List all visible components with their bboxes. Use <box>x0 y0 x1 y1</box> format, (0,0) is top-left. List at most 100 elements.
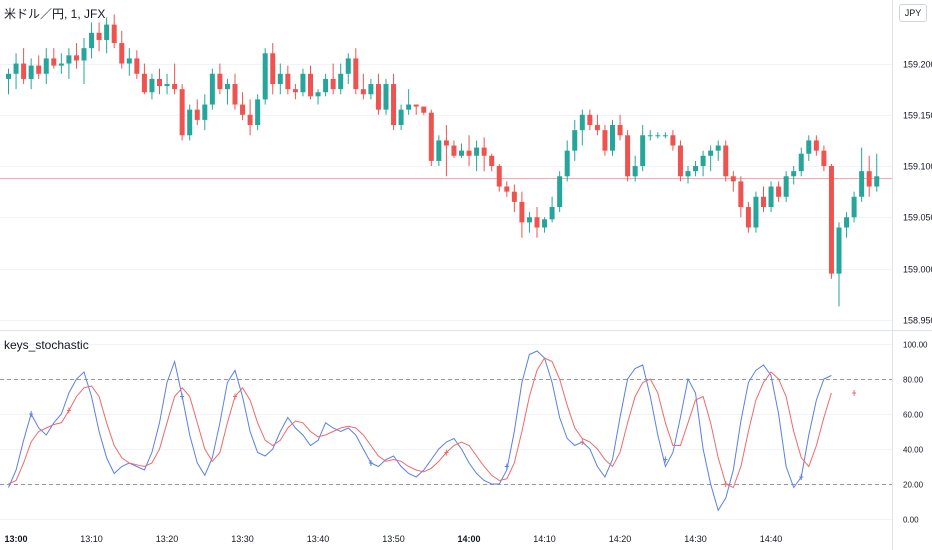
candle-body[interactable] <box>549 207 555 220</box>
candle-body[interactable] <box>625 135 631 177</box>
candle-body[interactable] <box>745 207 751 228</box>
candle-body[interactable] <box>806 140 812 154</box>
candle-body[interactable] <box>761 196 766 208</box>
candle-body[interactable] <box>640 135 646 167</box>
candle-body[interactable] <box>104 24 110 40</box>
candle-body[interactable] <box>753 196 759 228</box>
candle-body[interactable] <box>489 155 495 167</box>
candle-body[interactable] <box>36 65 42 74</box>
candle-body[interactable] <box>459 150 464 156</box>
candle-body[interactable] <box>557 176 563 208</box>
candle-body[interactable] <box>783 176 789 197</box>
candle-body[interactable] <box>224 84 230 90</box>
candle-body[interactable] <box>330 78 336 90</box>
candle-body[interactable] <box>368 84 374 95</box>
candle-body[interactable] <box>617 125 623 136</box>
candle-body[interactable] <box>481 147 487 156</box>
candle-body[interactable] <box>670 135 676 146</box>
candle-body[interactable] <box>149 78 155 93</box>
candle-body[interactable] <box>466 150 472 156</box>
candle-body[interactable] <box>519 201 525 223</box>
candle-body[interactable] <box>451 145 457 156</box>
candle-body[interactable] <box>323 78 329 93</box>
candle-body[interactable] <box>353 58 359 90</box>
candle-body[interactable] <box>708 150 714 156</box>
candle-body[interactable] <box>111 24 117 44</box>
candle-body[interactable] <box>202 104 208 120</box>
candle-body[interactable] <box>58 63 64 66</box>
candle-body[interactable] <box>209 73 215 105</box>
candle-body[interactable] <box>187 109 193 136</box>
candle-body[interactable] <box>73 55 79 61</box>
candle-body[interactable] <box>375 84 381 110</box>
candle-body[interactable] <box>89 32 95 49</box>
candle-body[interactable] <box>157 78 162 87</box>
candle-body[interactable] <box>662 135 668 137</box>
candle-body[interactable] <box>693 166 699 172</box>
candle-body[interactable] <box>443 140 449 146</box>
candle-body[interactable] <box>262 53 268 100</box>
candle-body[interactable] <box>436 140 442 161</box>
candle-body[interactable] <box>164 84 170 87</box>
candle-body[interactable] <box>126 58 132 64</box>
candle-body[interactable] <box>315 92 321 97</box>
candle-body[interactable] <box>277 73 283 85</box>
candle-body[interactable] <box>776 186 782 197</box>
candle-body[interactable] <box>194 109 200 120</box>
candle-body[interactable] <box>285 73 291 90</box>
candle-body[interactable] <box>119 43 125 64</box>
candle-body[interactable] <box>406 104 412 110</box>
candle-body[interactable] <box>610 125 615 151</box>
candle-body[interactable] <box>398 109 404 126</box>
candle-body[interactable] <box>700 155 706 167</box>
candle-body[interactable] <box>134 58 140 74</box>
candle-body[interactable] <box>798 153 804 172</box>
candle-body[interactable] <box>13 63 19 74</box>
indicator-title[interactable]: keys_stochastic <box>4 338 89 352</box>
candle-body[interactable] <box>428 112 434 161</box>
candle-body[interactable] <box>542 219 548 228</box>
candle-body[interactable] <box>526 217 532 223</box>
candle-body[interactable] <box>813 140 819 151</box>
candle-body[interactable] <box>564 150 570 177</box>
candle-body[interactable] <box>738 181 744 208</box>
candle-body[interactable] <box>866 171 872 187</box>
candle-body[interactable] <box>768 186 774 208</box>
candle-body[interactable] <box>6 73 11 79</box>
candle-body[interactable] <box>292 89 298 93</box>
candle-body[interactable] <box>360 89 366 95</box>
candle-body[interactable] <box>66 55 72 64</box>
candle-body[interactable] <box>715 145 721 151</box>
candle-body[interactable] <box>602 130 608 151</box>
candle-body[interactable] <box>874 176 880 187</box>
candle-body[interactable] <box>81 48 87 61</box>
candle-body[interactable] <box>821 150 827 167</box>
candle-body[interactable] <box>632 166 638 177</box>
candle-body[interactable] <box>43 58 49 74</box>
candle-body[interactable] <box>685 171 691 177</box>
currency-button[interactable]: JPY <box>899 4 927 22</box>
candle-body[interactable] <box>791 171 797 177</box>
candle-body[interactable] <box>534 217 540 228</box>
candle-body[interactable] <box>383 84 389 110</box>
candle-body[interactable] <box>587 114 593 126</box>
candle-body[interactable] <box>391 84 397 126</box>
candle-body[interactable] <box>836 227 842 274</box>
candle-body[interactable] <box>300 73 306 93</box>
candle-body[interactable] <box>141 73 147 93</box>
candle-body[interactable] <box>572 130 578 151</box>
candle-body[interactable] <box>421 106 427 113</box>
candle-body[interactable] <box>723 145 729 177</box>
candle-body[interactable] <box>677 145 683 177</box>
candle-body[interactable] <box>28 65 34 79</box>
candle-body[interactable] <box>851 196 857 218</box>
candle-body[interactable] <box>217 73 223 90</box>
candle-body[interactable] <box>647 135 653 137</box>
candle-body[interactable] <box>345 58 351 74</box>
candle-body[interactable] <box>474 147 480 156</box>
candle-body[interactable] <box>504 186 510 192</box>
candle-body[interactable] <box>413 104 419 107</box>
symbol-title[interactable]: 米ドル／円, 1, JFX <box>4 7 106 21</box>
candle-body[interactable] <box>21 63 27 79</box>
